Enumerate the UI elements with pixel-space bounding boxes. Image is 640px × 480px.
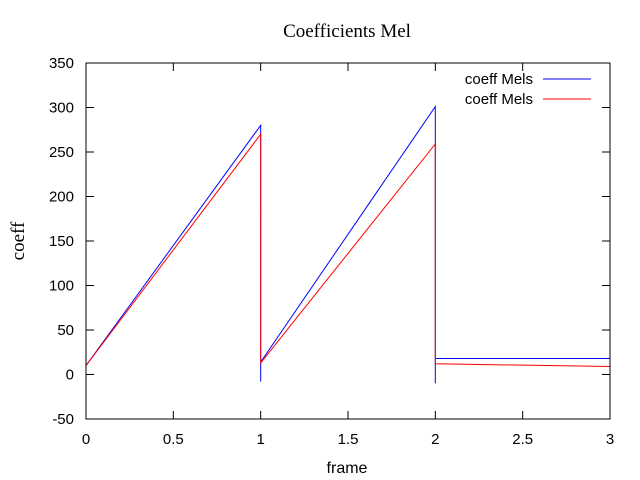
- y-tick-label: 100: [49, 278, 74, 295]
- y-tick-label: 150: [49, 233, 74, 250]
- x-tick-label: 2: [431, 431, 439, 448]
- y-tick-label: 350: [49, 55, 74, 72]
- chart-title: Coefficients Mel: [283, 21, 411, 42]
- series-line-1: [85, 104, 610, 384]
- legend: coeff Mels coeff Mels: [465, 71, 591, 108]
- x-axis-title: frame: [327, 460, 368, 477]
- x-axis: 0 0.5 1 1.5 2 2.5 3: [82, 63, 614, 448]
- y-tick-label: 0: [66, 367, 74, 384]
- y-tick-label: 300: [49, 100, 74, 117]
- x-tick-label: 0.5: [163, 431, 184, 448]
- legend-label-1: coeff Mels: [465, 71, 533, 88]
- y-axis-title: coeff: [8, 221, 29, 260]
- x-tick-label: 1.5: [338, 431, 359, 448]
- series-line-2: [85, 132, 611, 367]
- x-tick-label: 1: [256, 431, 264, 448]
- plot-series: [85, 104, 611, 384]
- y-tick-label: 50: [57, 322, 74, 339]
- x-tick-label: 2.5: [512, 431, 533, 448]
- plot-frame: [85, 62, 611, 420]
- x-tick-label: 0: [82, 431, 90, 448]
- legend-label-2: coeff Mels: [465, 91, 533, 108]
- y-axis: -50 0 50 100 150 200 250 300 350: [49, 55, 610, 428]
- y-tick-label: 200: [49, 189, 74, 206]
- x-tick-label: 3: [606, 431, 614, 448]
- y-tick-label: 250: [49, 144, 74, 161]
- y-tick-label: -50: [52, 411, 74, 428]
